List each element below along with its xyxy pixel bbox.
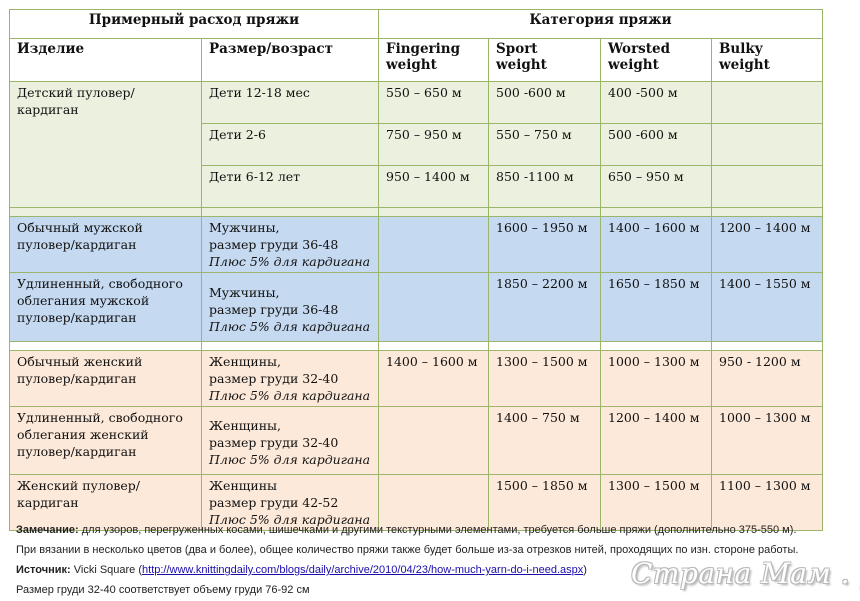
table-row: Дети 6-12 лет 950 – 1400 м 850 -1100 м 6… xyxy=(10,165,824,208)
cardigan-note: Плюс 5% для кардигана xyxy=(209,319,371,334)
size-line: размер груди 42-52 xyxy=(209,495,339,510)
col-worsted: Worsted weight xyxy=(600,38,712,82)
size-line: размер груди 32-40 xyxy=(209,435,339,450)
fingering-cell xyxy=(378,272,489,342)
bulky-cell xyxy=(710,123,824,166)
fingering-cell: 1400 – 1600 м xyxy=(378,350,489,407)
table-row: Обычный мужской пуловер/кардиган Мужчины… xyxy=(9,216,824,273)
worsted-cell: 650 – 950 м xyxy=(600,165,712,208)
item-cell: Удлиненный, свободного облегания женский… xyxy=(9,406,202,475)
remark-text: для узоров, перегруженных косами, шишечк… xyxy=(78,524,797,536)
col-item: Изделие xyxy=(9,38,202,82)
sport-cell: 1500 – 1850 м xyxy=(488,474,601,531)
worsted-cell: 1400 – 1600 м xyxy=(600,216,712,273)
sport-cell: 850 -1100 м xyxy=(488,165,601,208)
size-cell: Дети 2-6 xyxy=(201,123,379,166)
item-cell: Удлиненный, свободного облегания мужской… xyxy=(9,272,202,342)
size-line: Мужчины, xyxy=(209,285,280,300)
sport-cell: 550 – 750 м xyxy=(488,123,601,166)
bulky-cell: 1000 – 1300 м xyxy=(710,406,824,475)
header-yarn-category: Категория пряжи xyxy=(377,9,824,39)
item-cell: Обычный женский пуловер/кардиган xyxy=(9,350,202,407)
size-line: размер груди 36-48 xyxy=(209,302,339,317)
spacer-row xyxy=(9,207,824,217)
fingering-cell: 550 – 650 м xyxy=(378,81,489,124)
header-yarn-consumption: Примерный расход пряжи xyxy=(9,9,379,39)
cardigan-note: Плюс 5% для кардигана xyxy=(209,388,371,403)
size-cell: Женщины размер груди 42-52 Плюс 5% для к… xyxy=(201,474,379,531)
remark-label: Замечание: xyxy=(16,524,79,536)
size-line: Женщины, xyxy=(209,418,281,433)
sport-cell: 1850 – 2200 м xyxy=(488,272,601,342)
size-line: Мужчины, xyxy=(209,220,280,235)
multicolor-note: При вязании в несколько цветов (два и бо… xyxy=(16,544,799,556)
worsted-cell: 400 -500 м xyxy=(600,81,712,124)
table-row: Обычный женский пуловер/кардиган Женщины… xyxy=(9,350,824,407)
size-cell: Дети 6-12 лет xyxy=(201,165,379,208)
notes-block: Замечание: для узоров, перегруженных кос… xyxy=(16,520,856,600)
worsted-cell: 1000 – 1300 м xyxy=(600,350,712,407)
source-close: ) xyxy=(583,564,587,576)
table-header-row-1: Примерный расход пряжи Категория пряжи xyxy=(9,9,824,39)
cardigan-note: Плюс 5% для кардигана xyxy=(209,512,371,527)
bulky-cell xyxy=(710,165,824,208)
cardigan-note: Плюс 5% для кардигана xyxy=(209,452,371,467)
spacer-row xyxy=(9,341,824,351)
table-header-row-2: Изделие Размер/возраст Fingering weight … xyxy=(9,38,824,82)
size-cell: Мужчины, размер груди 36-48 Плюс 5% для … xyxy=(201,272,379,342)
item-cell: Обычный мужской пуловер/кардиган xyxy=(9,216,202,273)
fingering-cell xyxy=(378,406,489,475)
worsted-cell: 1200 – 1400 м xyxy=(600,406,712,475)
size-line: размер груди 32-40 xyxy=(209,371,339,386)
chest-size-note: Размер груди 32-40 соответствует объему … xyxy=(16,584,310,596)
size-line: Женщины, xyxy=(209,354,281,369)
fingering-cell xyxy=(378,216,489,273)
source-label: Источник: xyxy=(16,564,71,576)
size-line: Женщины xyxy=(209,478,278,493)
bulky-cell: 1400 – 1550 м xyxy=(710,272,824,342)
sport-cell: 1400 – 750 м xyxy=(488,406,601,475)
worsted-cell: 500 -600 м xyxy=(600,123,712,166)
worsted-cell: 1300 – 1500 м xyxy=(600,474,712,531)
source-link[interactable]: http://www.knittingdaily.com/blogs/daily… xyxy=(142,564,584,576)
size-cell: Женщины, размер груди 32-40 Плюс 5% для … xyxy=(201,406,379,475)
table-row: Удлиненный, свободного облегания мужской… xyxy=(9,272,824,342)
yarn-consumption-table: Примерный расход пряжи Категория пряжи И… xyxy=(9,9,824,531)
table-row: Дети 2-6 750 – 950 м 550 – 750 м 500 -60… xyxy=(10,123,824,166)
bulky-cell xyxy=(710,81,824,124)
fingering-cell: 950 – 1400 м xyxy=(378,165,489,208)
remark-line: Замечание: для узоров, перегруженных кос… xyxy=(16,520,856,540)
size-cell: Мужчины, размер груди 36-48 Плюс 5% для … xyxy=(201,216,379,273)
sport-cell: 500 -600 м xyxy=(488,81,601,124)
fingering-cell: 750 – 950 м xyxy=(378,123,489,166)
bulky-cell: 1200 – 1400 м xyxy=(710,216,824,273)
bulky-cell: 1100 – 1300 м xyxy=(710,474,824,531)
col-fingering: Fingering weight xyxy=(378,38,489,82)
cardigan-note: Плюс 5% для кардигана xyxy=(209,254,371,269)
site-watermark: Страна Мам . ру xyxy=(631,557,860,590)
fingering-cell xyxy=(378,474,489,531)
size-cell: Женщины, размер груди 32-40 Плюс 5% для … xyxy=(201,350,379,407)
worsted-cell: 1650 – 1850 м xyxy=(600,272,712,342)
item-cell: Детский пуловер/кардиган xyxy=(9,81,202,208)
col-size: Размер/возраст xyxy=(201,38,379,82)
table-row: Детский пуловер/кардиган Дети 12-18 мес … xyxy=(9,81,824,208)
sport-cell: 1600 – 1950 м xyxy=(488,216,601,273)
sport-cell: 1300 – 1500 м xyxy=(488,350,601,407)
source-line: Источник: Vicki Square (http://www.knitt… xyxy=(16,560,856,580)
source-name: Vicki Square ( xyxy=(70,564,143,576)
item-cell: Женский пуловер/кардиган xyxy=(9,474,202,531)
bulky-cell: 950 - 1200 м xyxy=(710,350,824,407)
col-bulky: Bulky weight xyxy=(710,38,824,82)
col-sport: Sport weight xyxy=(488,38,601,82)
size-cell: Дети 12-18 мес xyxy=(201,81,379,124)
table-row: Женский пуловер/кардиган Женщины размер … xyxy=(9,474,824,531)
table-row: Удлиненный, свободного облегания женский… xyxy=(9,406,824,475)
size-line: размер груди 36-48 xyxy=(209,237,339,252)
